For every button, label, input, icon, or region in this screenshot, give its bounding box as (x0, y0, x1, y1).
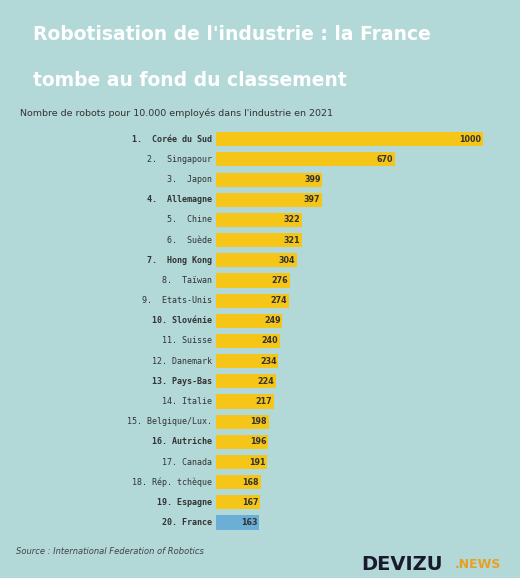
Text: 19. Espagne: 19. Espagne (157, 498, 212, 507)
Text: DEVIZU: DEVIZU (361, 555, 443, 575)
Text: 304: 304 (279, 256, 295, 265)
Text: 2.  Singapour: 2. Singapour (147, 155, 212, 164)
Text: 13. Pays-Bas: 13. Pays-Bas (152, 377, 212, 386)
Text: 167: 167 (242, 498, 259, 507)
Text: 4.  Allemagne: 4. Allemagne (147, 195, 212, 204)
Bar (216, 495, 261, 509)
Text: 9.  Etats-Unis: 9. Etats-Unis (141, 296, 212, 305)
Text: tombe au fond du classement: tombe au fond du classement (33, 71, 346, 90)
Text: 11. Suisse: 11. Suisse (162, 336, 212, 346)
Text: 249: 249 (264, 316, 281, 325)
Text: Source : International Federation of Robotics: Source : International Federation of Rob… (16, 547, 203, 555)
Text: 321: 321 (283, 236, 300, 244)
Text: 196: 196 (250, 438, 267, 446)
Bar (216, 435, 268, 449)
Text: 12. Danemark: 12. Danemark (152, 357, 212, 366)
Bar (216, 314, 282, 328)
Text: 7.  Hong Kong: 7. Hong Kong (147, 256, 212, 265)
Text: 6.  Suède: 6. Suède (167, 236, 212, 244)
Bar (216, 414, 269, 429)
Text: 8.  Taïwan: 8. Taïwan (162, 276, 212, 285)
Bar (216, 273, 290, 287)
Bar (216, 253, 297, 268)
Text: Nombre de robots pour 10.000 employés dans l'industrie en 2021: Nombre de robots pour 10.000 employés da… (20, 109, 333, 118)
Text: 224: 224 (257, 377, 274, 386)
Text: 397: 397 (304, 195, 320, 204)
Bar (216, 375, 276, 388)
Text: 399: 399 (304, 175, 321, 184)
Text: 322: 322 (283, 216, 300, 224)
Text: 1.  Corée du Sud: 1. Corée du Sud (132, 135, 212, 144)
Bar (216, 334, 280, 348)
Text: 5.  Chine: 5. Chine (167, 216, 212, 224)
Text: 217: 217 (255, 397, 272, 406)
Text: 14. Italie: 14. Italie (162, 397, 212, 406)
Text: 198: 198 (251, 417, 267, 426)
Text: 234: 234 (260, 357, 277, 366)
Text: 163: 163 (241, 518, 258, 527)
Text: 670: 670 (376, 155, 393, 164)
Bar (216, 475, 261, 489)
Text: 240: 240 (262, 336, 278, 346)
Bar (216, 455, 267, 469)
Text: 15. Belgique/Lux.: 15. Belgique/Lux. (127, 417, 212, 426)
Text: 20. France: 20. France (162, 518, 212, 527)
Text: 10. Slovénie: 10. Slovénie (152, 316, 212, 325)
Bar (216, 294, 289, 307)
Text: 18. Rép. tchèque: 18. Rép. tchèque (132, 477, 212, 487)
Text: 3.  Japon: 3. Japon (167, 175, 212, 184)
Text: 17. Canada: 17. Canada (162, 458, 212, 466)
Text: 276: 276 (271, 276, 288, 285)
Text: 274: 274 (271, 296, 288, 305)
Text: .NEWS: .NEWS (455, 558, 501, 572)
Text: 168: 168 (242, 477, 259, 487)
Bar (216, 233, 302, 247)
Text: 191: 191 (249, 458, 265, 466)
Text: Robotisation de l'industrie : la France: Robotisation de l'industrie : la France (33, 25, 431, 44)
Bar (216, 516, 259, 529)
Bar (216, 192, 322, 207)
Bar (216, 354, 278, 368)
Bar (216, 132, 483, 146)
Bar (216, 153, 395, 166)
Text: 1000: 1000 (459, 135, 482, 144)
Bar (216, 213, 302, 227)
Bar (216, 394, 274, 409)
Text: 16. Autriche: 16. Autriche (152, 438, 212, 446)
Bar (216, 173, 322, 187)
